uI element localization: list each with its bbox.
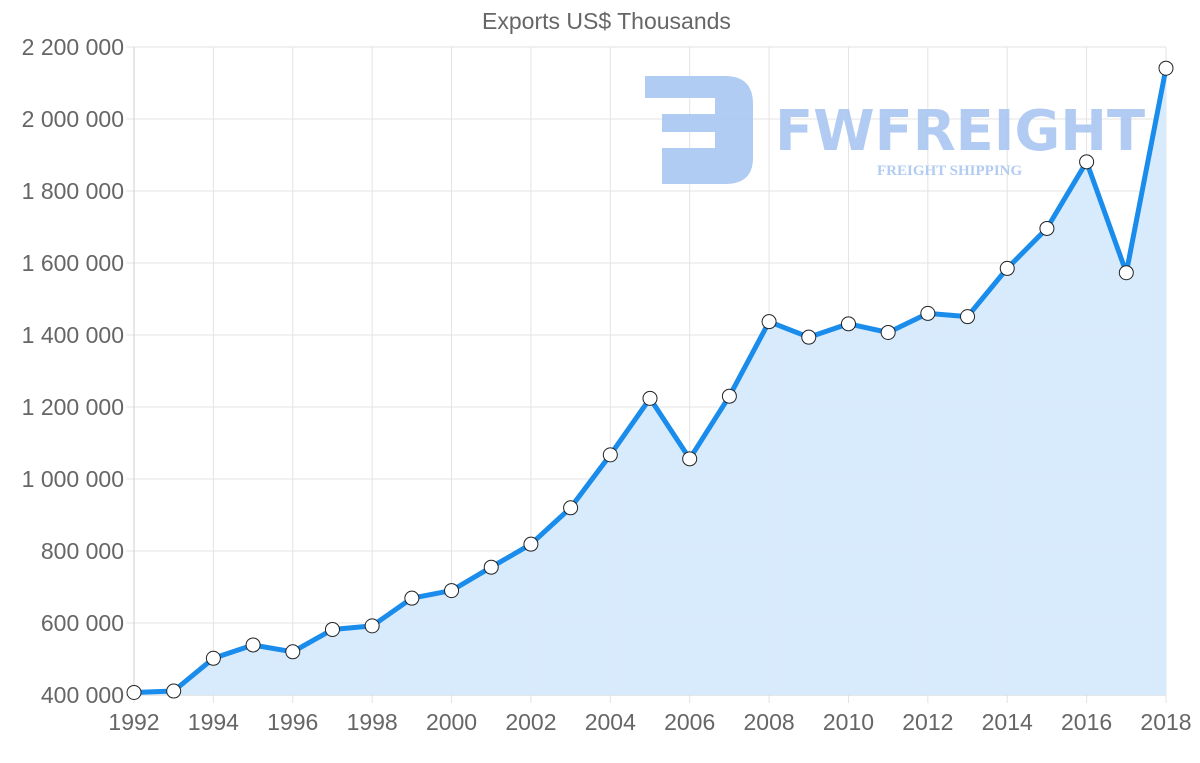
data-point[interactable] xyxy=(483,559,499,575)
x-tick-label: 2012 xyxy=(902,709,953,735)
x-tick-label: 2002 xyxy=(505,709,556,735)
data-point[interactable] xyxy=(404,590,420,606)
x-tick-label: 1994 xyxy=(188,709,239,735)
x-tick-label: 1992 xyxy=(108,709,159,735)
data-point[interactable] xyxy=(444,583,460,599)
data-point[interactable] xyxy=(245,637,261,653)
data-point[interactable] xyxy=(1158,60,1174,76)
data-point[interactable] xyxy=(1039,220,1055,236)
x-axis-ticks: 1992 1994 1996 1998 2000 2002 2004 2006 2008 2010… xyxy=(108,709,1191,735)
data-point[interactable] xyxy=(166,683,182,699)
y-tick-label: 2 000 000 xyxy=(22,106,124,132)
data-point[interactable] xyxy=(285,644,301,660)
data-point[interactable] xyxy=(205,650,221,666)
y-axis-ticks: 400 000 600 000 800 000 1 000 000 1 200 000 1… xyxy=(22,34,124,708)
data-points xyxy=(126,60,1174,700)
x-tick-label: 2016 xyxy=(1061,709,1112,735)
y-tick-label: 1 400 000 xyxy=(22,322,124,348)
x-tick-label: 2000 xyxy=(426,709,477,735)
data-point[interactable] xyxy=(324,621,340,637)
data-point[interactable] xyxy=(840,316,856,332)
data-point[interactable] xyxy=(1118,265,1134,281)
x-tick-label: 2018 xyxy=(1140,709,1191,735)
y-tick-label: 1 600 000 xyxy=(22,250,124,276)
x-tick-label: 2010 xyxy=(823,709,874,735)
data-point[interactable] xyxy=(126,684,142,700)
y-tick-label: 400 000 xyxy=(41,682,124,708)
x-tick-label: 1996 xyxy=(267,709,318,735)
data-point[interactable] xyxy=(761,314,777,330)
chart-title: Exports US$ Thousands xyxy=(482,8,731,34)
y-tick-label: 600 000 xyxy=(41,610,124,636)
data-point[interactable] xyxy=(920,305,936,321)
data-point[interactable] xyxy=(563,500,579,516)
x-tick-label: 2004 xyxy=(585,709,636,735)
y-tick-label: 1 200 000 xyxy=(22,394,124,420)
data-point[interactable] xyxy=(682,451,698,467)
y-tick-label: 1 800 000 xyxy=(22,178,124,204)
data-point[interactable] xyxy=(721,388,737,404)
data-point[interactable] xyxy=(364,618,380,634)
data-point[interactable] xyxy=(642,390,658,406)
data-point[interactable] xyxy=(880,324,896,340)
data-point[interactable] xyxy=(999,260,1015,276)
data-point[interactable] xyxy=(602,447,618,463)
y-tick-label: 2 200 000 xyxy=(22,34,124,60)
x-tick-label: 1998 xyxy=(347,709,398,735)
data-point[interactable] xyxy=(1079,154,1095,170)
data-point[interactable] xyxy=(960,309,976,325)
x-tick-label: 2014 xyxy=(982,709,1033,735)
x-tick-label: 2006 xyxy=(664,709,715,735)
data-point[interactable] xyxy=(801,329,817,345)
area-fill xyxy=(134,68,1166,695)
y-tick-label: 1 000 000 xyxy=(22,466,124,492)
y-tick-label: 800 000 xyxy=(41,538,124,564)
data-point[interactable] xyxy=(523,536,539,552)
x-tick-label: 2008 xyxy=(743,709,794,735)
